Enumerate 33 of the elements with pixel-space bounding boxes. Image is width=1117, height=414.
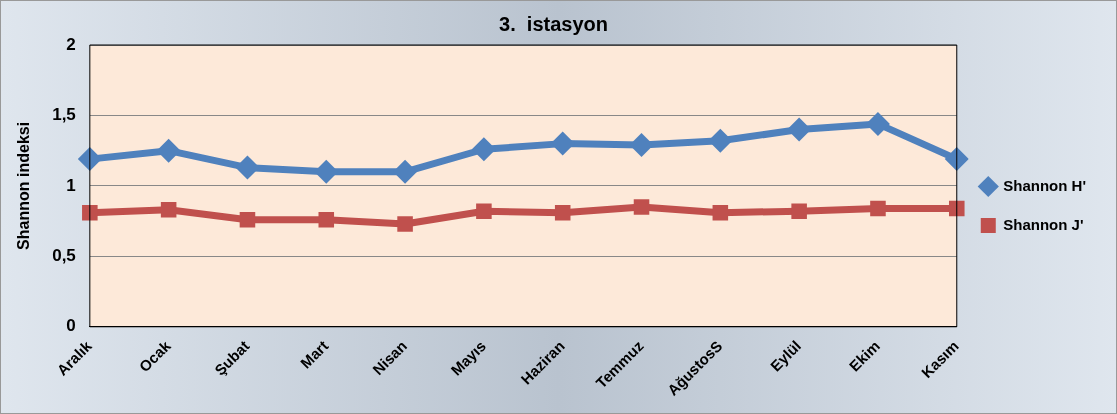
point bbox=[949, 200, 965, 217]
legend-label: Shannon H' bbox=[1003, 176, 1087, 194]
chart-title: 3. istasyon bbox=[499, 12, 608, 35]
y-tick-label: 0,5 bbox=[52, 246, 76, 266]
point bbox=[77, 147, 102, 172]
point bbox=[708, 128, 733, 153]
point bbox=[633, 199, 650, 215]
y-tick-label: 0 bbox=[66, 316, 76, 336]
legend-label: Shannon J' bbox=[1003, 215, 1084, 233]
point bbox=[554, 204, 571, 221]
point bbox=[314, 159, 339, 184]
point bbox=[791, 203, 807, 220]
point bbox=[944, 147, 969, 172]
point bbox=[239, 211, 256, 228]
point bbox=[160, 202, 177, 218]
point bbox=[787, 117, 812, 142]
point bbox=[870, 200, 886, 217]
point bbox=[629, 133, 654, 158]
point bbox=[397, 216, 413, 232]
y-tick-label: 1 bbox=[66, 175, 76, 195]
point bbox=[318, 211, 335, 228]
point bbox=[156, 138, 181, 163]
point bbox=[235, 155, 260, 180]
point bbox=[550, 131, 575, 156]
y-tick-label: 2 bbox=[66, 34, 76, 54]
point bbox=[865, 111, 890, 136]
point bbox=[712, 204, 729, 221]
y-axis-title: Shannon indeksi bbox=[15, 121, 33, 250]
y-tick-label: 1,5 bbox=[52, 105, 76, 125]
point bbox=[476, 203, 492, 220]
point bbox=[471, 137, 496, 162]
point bbox=[393, 159, 418, 184]
point bbox=[82, 204, 98, 221]
